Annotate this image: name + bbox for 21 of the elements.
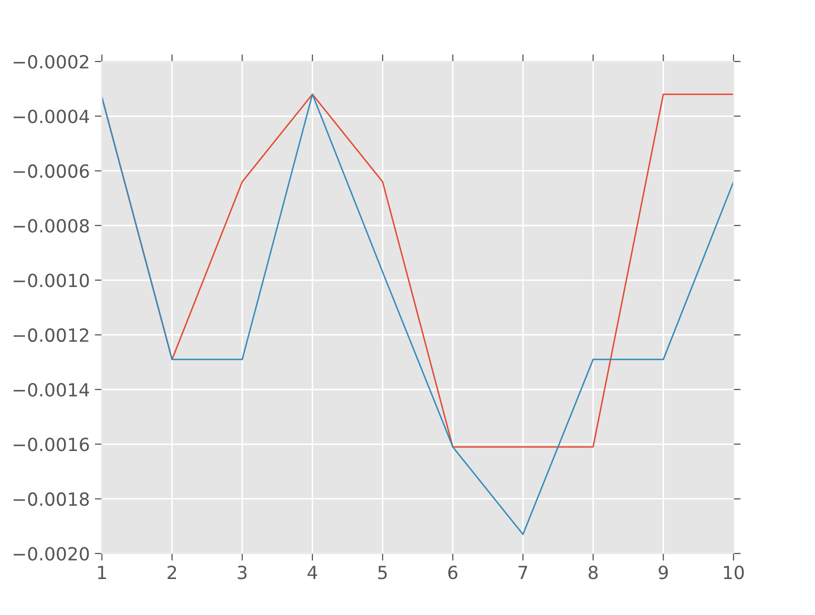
y-tick-label: −0.0018	[14, 492, 89, 506]
y-tick-label: −0.0016	[14, 438, 89, 452]
x-tick-label: 6	[448, 566, 458, 580]
y-tick-label: −0.0002	[14, 54, 88, 69]
x-tick-label: 3	[238, 566, 247, 580]
y-tick-label: −0.0010	[14, 274, 89, 288]
y-tick-label: −0.0008	[14, 218, 89, 233]
x-tick-label: 5	[378, 566, 387, 580]
y-tick-label: −0.0012	[14, 328, 88, 342]
x-tick-label: 9	[658, 566, 668, 580]
x-tick-label: 7	[518, 566, 528, 580]
x-tick-label: 4	[308, 566, 318, 580]
x-tick-label: 1	[98, 566, 106, 580]
x-tick-label: 10	[724, 566, 744, 580]
y-tick-label: −0.0004	[14, 110, 90, 124]
y-tick-label: −0.0014	[14, 382, 90, 397]
line-series	[102, 94, 734, 536]
y-tick-label: −0.0006	[14, 164, 89, 178]
y-tick-label: −0.0020	[14, 546, 89, 561]
x-tick-label: 2	[168, 566, 176, 580]
x-tick-label: 8	[588, 566, 598, 580]
